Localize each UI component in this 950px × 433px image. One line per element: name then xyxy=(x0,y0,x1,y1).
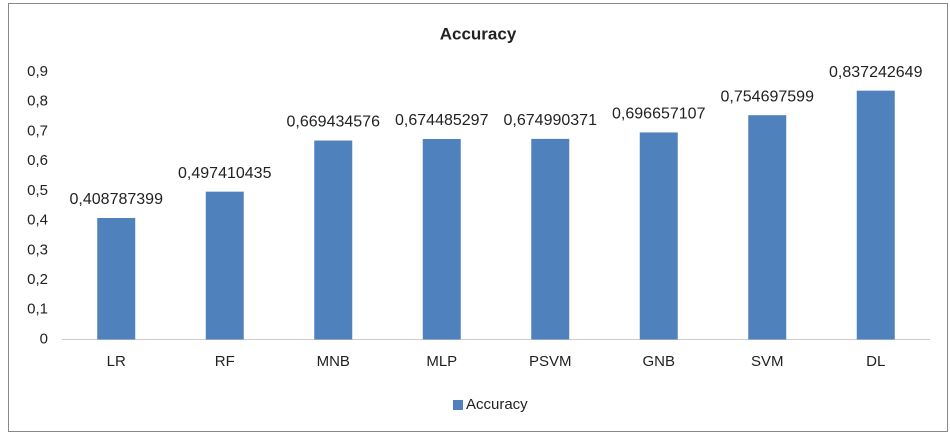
x-tick-label: RF xyxy=(215,353,235,370)
y-tick-label: 0,9 xyxy=(27,63,48,80)
y-tick-label: 0,8 xyxy=(27,93,48,110)
bar xyxy=(748,115,787,340)
chart-title: Accuracy xyxy=(440,24,517,43)
data-label: 0,408787399 xyxy=(70,191,164,208)
y-tick-label: 0,3 xyxy=(27,241,48,258)
y-tick-label: 0,6 xyxy=(27,152,48,169)
y-tick-label: 0,7 xyxy=(27,122,48,139)
bar xyxy=(205,191,244,340)
y-tick-label: 0,4 xyxy=(27,212,48,229)
data-label: 0,674990371 xyxy=(504,112,598,129)
x-tick-label: GNB xyxy=(642,353,675,370)
x-tick-label: MLP xyxy=(426,353,457,370)
data-label: 0,696657107 xyxy=(612,106,706,123)
y-tick-label: 0,2 xyxy=(27,271,48,288)
data-label: 0,754697599 xyxy=(721,88,815,105)
bar xyxy=(531,138,570,340)
x-tick-label: LR xyxy=(107,353,126,370)
bar xyxy=(639,132,678,340)
x-tick-label: DL xyxy=(866,353,885,370)
legend-swatch xyxy=(453,400,463,410)
data-label: 0,497410435 xyxy=(178,165,272,182)
x-tick-label: SVM xyxy=(751,353,784,370)
bar xyxy=(422,139,461,340)
bar xyxy=(856,90,895,340)
bar xyxy=(97,217,136,340)
bar xyxy=(314,140,353,340)
y-tick-label: 0,1 xyxy=(27,301,48,318)
x-tick-label: PSVM xyxy=(529,353,572,370)
y-tick-label: 0 xyxy=(40,330,48,347)
data-label: 0,837242649 xyxy=(829,64,923,81)
legend-label: Accuracy xyxy=(466,396,528,413)
data-label: 0,674485297 xyxy=(395,112,489,129)
data-label: 0,669434576 xyxy=(287,114,381,131)
y-tick-label: 0,5 xyxy=(27,182,48,199)
chart-border xyxy=(8,3,948,432)
x-tick-label: MNB xyxy=(317,353,350,370)
